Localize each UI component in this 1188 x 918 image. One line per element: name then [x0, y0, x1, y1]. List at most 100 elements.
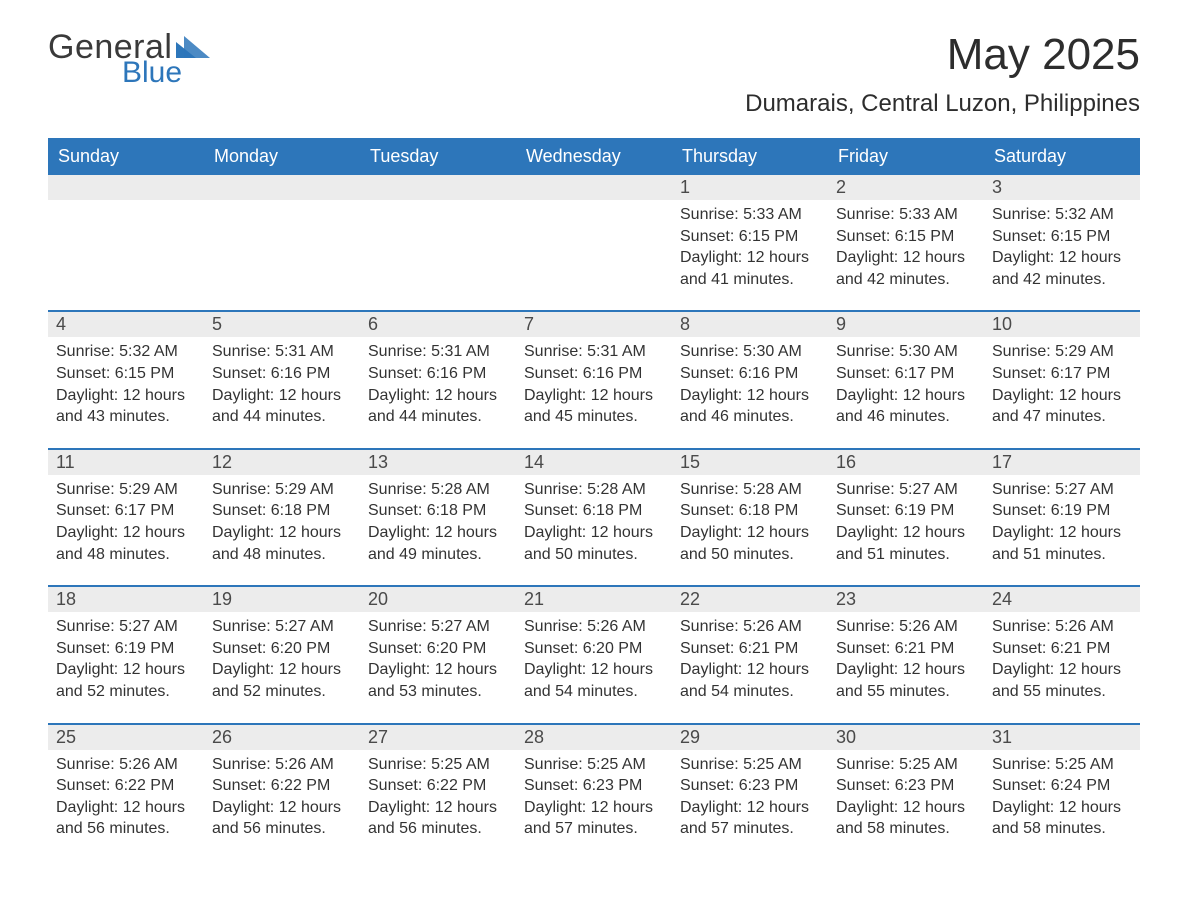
daylight-label: Daylight: [524, 524, 591, 541]
daylight: Daylight: 12 hours and 51 minutes. [836, 522, 976, 565]
sunset: Sunset: 6:21 PM [836, 638, 976, 660]
calendar-cell: 22Sunrise: 5:26 AMSunset: 6:21 PMDayligh… [672, 586, 828, 723]
calendar-cell: 2Sunrise: 5:33 AMSunset: 6:15 PMDaylight… [828, 175, 984, 311]
sunset: Sunset: 6:16 PM [524, 363, 664, 385]
sunrise-value: 5:26 AM [275, 756, 334, 773]
sunset-label: Sunset: [992, 640, 1051, 657]
calendar-week: 1Sunrise: 5:33 AMSunset: 6:15 PMDaylight… [48, 175, 1140, 311]
sunrise-label: Sunrise: [524, 343, 587, 360]
daylight-label: Daylight: [680, 249, 747, 266]
day-number: 22 [672, 587, 828, 612]
sunrise-label: Sunrise: [680, 618, 743, 635]
daylight-label: Daylight: [992, 799, 1059, 816]
calendar-cell [360, 175, 516, 311]
day-content: Sunrise: 5:29 AMSunset: 6:17 PMDaylight:… [48, 475, 204, 585]
calendar-cell: 20Sunrise: 5:27 AMSunset: 6:20 PMDayligh… [360, 586, 516, 723]
calendar-cell: 26Sunrise: 5:26 AMSunset: 6:22 PMDayligh… [204, 724, 360, 860]
sunrise: Sunrise: 5:28 AM [524, 479, 664, 501]
daylight: Daylight: 12 hours and 48 minutes. [56, 522, 196, 565]
daylight-label: Daylight: [368, 799, 435, 816]
day-number: 5 [204, 312, 360, 337]
day-content: Sunrise: 5:29 AMSunset: 6:17 PMDaylight:… [984, 337, 1140, 447]
col-tuesday: Tuesday [360, 138, 516, 175]
day-content: Sunrise: 5:28 AMSunset: 6:18 PMDaylight:… [516, 475, 672, 585]
sunset: Sunset: 6:15 PM [680, 226, 820, 248]
day-content: Sunrise: 5:25 AMSunset: 6:23 PMDaylight:… [828, 750, 984, 860]
sunset-label: Sunset: [992, 502, 1051, 519]
sunrise-label: Sunrise: [56, 481, 119, 498]
calendar-cell: 13Sunrise: 5:28 AMSunset: 6:18 PMDayligh… [360, 449, 516, 586]
sunrise-label: Sunrise: [368, 618, 431, 635]
sunrise-value: 5:30 AM [899, 343, 958, 360]
daylight-label: Daylight: [56, 799, 123, 816]
daylight: Daylight: 12 hours and 58 minutes. [836, 797, 976, 840]
sunset-value: 6:22 PM [115, 777, 175, 794]
daylight-label: Daylight: [836, 524, 903, 541]
sunrise-value: 5:29 AM [1055, 343, 1114, 360]
sunset: Sunset: 6:24 PM [992, 775, 1132, 797]
sunrise: Sunrise: 5:26 AM [836, 616, 976, 638]
daylight-label: Daylight: [524, 661, 591, 678]
calendar-week: 4Sunrise: 5:32 AMSunset: 6:15 PMDaylight… [48, 311, 1140, 448]
sunset: Sunset: 6:15 PM [992, 226, 1132, 248]
sunrise: Sunrise: 5:26 AM [524, 616, 664, 638]
col-thursday: Thursday [672, 138, 828, 175]
daylight-label: Daylight: [992, 249, 1059, 266]
sunset-label: Sunset: [680, 228, 739, 245]
sunrise: Sunrise: 5:26 AM [680, 616, 820, 638]
sunrise-value: 5:25 AM [587, 756, 646, 773]
day-content: Sunrise: 5:27 AMSunset: 6:19 PMDaylight:… [984, 475, 1140, 585]
daylight: Daylight: 12 hours and 57 minutes. [680, 797, 820, 840]
daylight-label: Daylight: [212, 524, 279, 541]
sunset-value: 6:18 PM [427, 502, 487, 519]
sunrise-value: 5:27 AM [119, 618, 178, 635]
day-content: Sunrise: 5:30 AMSunset: 6:16 PMDaylight:… [672, 337, 828, 447]
day-number: 13 [360, 450, 516, 475]
sunrise-label: Sunrise: [524, 481, 587, 498]
day-number: 28 [516, 725, 672, 750]
sunrise-label: Sunrise: [992, 343, 1055, 360]
sunset-label: Sunset: [992, 365, 1051, 382]
sunset-value: 6:20 PM [583, 640, 643, 657]
sunset: Sunset: 6:19 PM [992, 500, 1132, 522]
day-number: 31 [984, 725, 1140, 750]
calendar-week: 25Sunrise: 5:26 AMSunset: 6:22 PMDayligh… [48, 724, 1140, 860]
calendar-cell: 21Sunrise: 5:26 AMSunset: 6:20 PMDayligh… [516, 586, 672, 723]
daylight: Daylight: 12 hours and 55 minutes. [836, 659, 976, 702]
sunset-value: 6:19 PM [115, 640, 175, 657]
sunset: Sunset: 6:20 PM [212, 638, 352, 660]
daylight: Daylight: 12 hours and 44 minutes. [212, 385, 352, 428]
calendar-table: Sunday Monday Tuesday Wednesday Thursday… [48, 138, 1140, 860]
daylight: Daylight: 12 hours and 41 minutes. [680, 247, 820, 290]
sunset: Sunset: 6:17 PM [992, 363, 1132, 385]
daylight-label: Daylight: [368, 524, 435, 541]
sunset: Sunset: 6:23 PM [680, 775, 820, 797]
sunrise: Sunrise: 5:29 AM [212, 479, 352, 501]
sunrise-value: 5:25 AM [743, 756, 802, 773]
sunset-label: Sunset: [992, 228, 1051, 245]
sunset-label: Sunset: [56, 502, 115, 519]
day-content: Sunrise: 5:31 AMSunset: 6:16 PMDaylight:… [360, 337, 516, 447]
day-number: 19 [204, 587, 360, 612]
day-content: Sunrise: 5:31 AMSunset: 6:16 PMDaylight:… [516, 337, 672, 447]
sunrise-value: 5:33 AM [743, 206, 802, 223]
daylight-label: Daylight: [56, 387, 123, 404]
sunset-value: 6:18 PM [583, 502, 643, 519]
day-content: Sunrise: 5:27 AMSunset: 6:20 PMDaylight:… [204, 612, 360, 722]
sunset-value: 6:22 PM [427, 777, 487, 794]
calendar-cell [204, 175, 360, 311]
day-number: 21 [516, 587, 672, 612]
calendar-cell [48, 175, 204, 311]
sunrise-label: Sunrise: [212, 618, 275, 635]
sunset-value: 6:18 PM [271, 502, 331, 519]
sunset-value: 6:23 PM [895, 777, 955, 794]
calendar-cell: 16Sunrise: 5:27 AMSunset: 6:19 PMDayligh… [828, 449, 984, 586]
day-content: Sunrise: 5:26 AMSunset: 6:20 PMDaylight:… [516, 612, 672, 722]
sunrise: Sunrise: 5:29 AM [992, 341, 1132, 363]
sunset-label: Sunset: [524, 365, 583, 382]
sunrise-value: 5:33 AM [899, 206, 958, 223]
sunset-value: 6:21 PM [895, 640, 955, 657]
sunset-value: 6:16 PM [271, 365, 331, 382]
daylight-label: Daylight: [836, 661, 903, 678]
calendar-cell: 15Sunrise: 5:28 AMSunset: 6:18 PMDayligh… [672, 449, 828, 586]
